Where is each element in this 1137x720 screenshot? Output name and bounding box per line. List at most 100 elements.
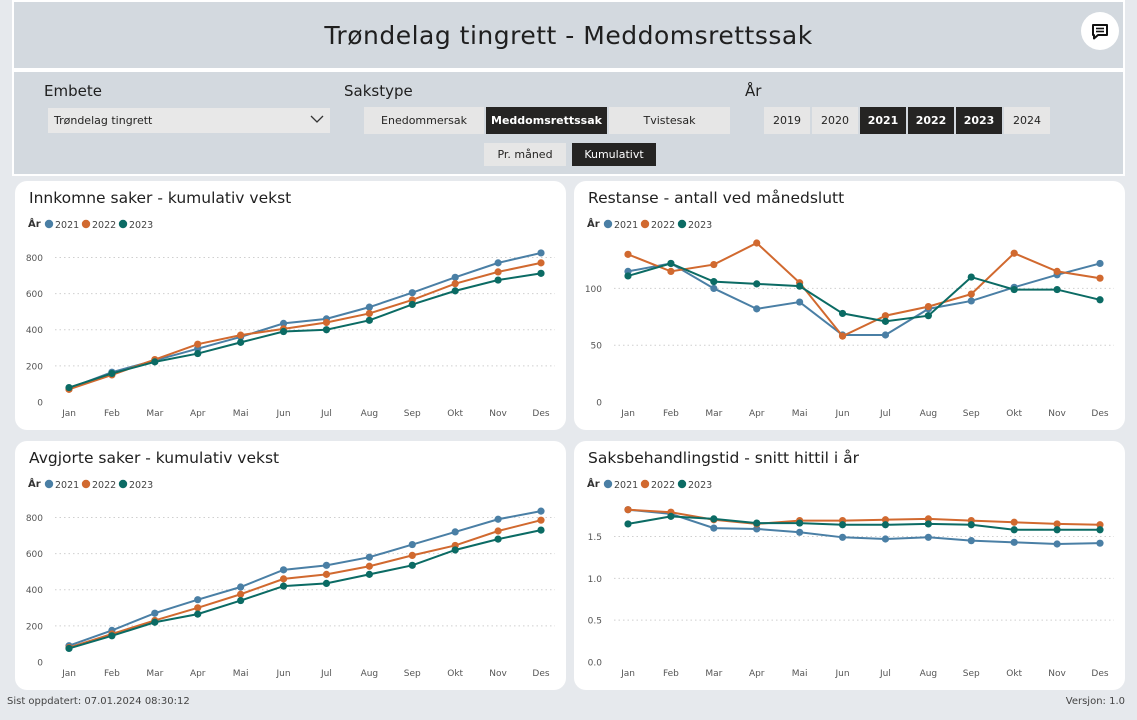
x-tick-label: Nov [489,669,507,679]
x-tick-label: Aug [920,409,938,419]
chart-title-avgjorte: Avgjorte saker - kumulativ vekst [29,449,280,467]
data-point-2023 [108,632,116,640]
data-point-2022 [451,280,459,288]
data-point-2023 [408,300,416,309]
x-tick-label: Apr [190,669,206,679]
x-tick-label: Feb [663,409,679,419]
chart-title-innkomne: Innkomne saker - kumulativ vekst [29,189,292,207]
data-point-2022 [924,515,932,523]
x-tick-label: Feb [104,409,120,419]
legend-marker-2022 [640,479,650,489]
data-point-2023 [537,269,545,277]
data-point-2023 [279,327,288,336]
data-point-2022 [537,259,545,267]
data-point-2021 [710,524,718,532]
x-tick-label: Nov [1048,409,1066,419]
x-tick-label: Apr [749,669,765,679]
year-2024-button[interactable]: 2024 [1004,107,1050,134]
data-point-2021 [408,289,416,297]
x-tick-label: Sep [404,409,421,419]
chart-card-innkomne: Innkomne saker - kumulativ vekst År 2021 2… [15,181,566,430]
year-2020-label: 2020 [821,114,849,127]
data-point-2022 [365,309,373,318]
x-tick-label: Des [532,669,549,679]
chart-card-avgjorte: Avgjorte saker - kumulativ vekst År 2021 2… [15,441,566,690]
page-title: Trøndelag tingrett - Meddomsrettssak [324,20,813,50]
mode-pr-maaned-button[interactable]: Pr. måned [484,143,566,166]
y-tick-label: 1.5 [588,533,602,543]
y-tick-label: 800 [26,514,43,524]
data-point-2022 [624,250,632,258]
x-tick-label: Sep [963,669,980,679]
data-point-2021 [279,319,288,328]
y-tick-label: 200 [26,622,43,632]
year-2023-button[interactable]: 2023 [956,107,1002,134]
year-2021-button[interactable]: 2021 [860,107,906,134]
chart-restanse: År 2021 2022 2023 0 50 100 Jan Feb Mar Apr Mai Jun Ju… [585,217,1114,419]
data-point-2022 [1053,267,1061,275]
data-point-2021 [365,303,373,311]
year-2019-label: 2019 [773,114,801,127]
chart-title-restanse: Restanse - antall ved månedslutt [588,189,845,207]
data-point-2023 [667,259,675,268]
x-tick-label: Nov [489,409,507,419]
x-tick-label: Mai [233,409,249,419]
x-tick-label: Aug [920,669,938,679]
x-tick-label: Des [532,409,549,419]
data-point-2021 [322,561,331,569]
data-point-2022 [838,332,847,340]
data-point-2023 [365,316,373,324]
data-point-2023 [838,309,847,318]
data-point-2022 [279,575,288,583]
legend-marker-2022 [640,219,650,229]
sakstype-tvistesak-button[interactable]: Tvistesak [609,107,730,134]
sakstype-meddomsrettssak-button[interactable]: Meddomsrettssak [486,107,607,134]
data-point-2021 [451,528,459,536]
data-point-2021 [494,515,502,523]
x-tick-label: Jan [61,669,76,679]
data-point-2021 [881,331,890,339]
y-tick-label: 400 [26,326,43,336]
sakstype-enedommersak-button[interactable]: Enedommersak [364,107,484,134]
legend-marker-2023 [677,479,687,489]
data-point-2022 [881,312,890,320]
data-point-2023 [710,515,718,523]
comment-icon [1092,23,1108,39]
data-point-2023 [408,561,416,569]
embete-dropdown[interactable]: Trøndelag tingrett [48,108,330,133]
data-point-2023 [151,358,159,366]
x-tick-label: Feb [104,669,120,679]
data-point-2021 [194,596,202,604]
mode-kumulativt-button[interactable]: Kumulativt [572,143,656,166]
year-2022-button[interactable]: 2022 [908,107,954,134]
series-line-2023 [627,515,1100,531]
series-line-2022 [627,241,1101,338]
x-tick-label: Mar [705,669,722,679]
series-line-2023 [68,272,542,389]
data-point-2023 [237,338,245,346]
legend-label-2022: 2022 [92,220,116,231]
series-line-2021 [68,251,542,390]
data-point-2023 [753,280,761,288]
year-2019-button[interactable]: 2019 [764,107,810,134]
year-2020-button[interactable]: 2020 [812,107,858,134]
x-tick-label: Mai [792,409,808,419]
comment-button[interactable] [1081,12,1119,50]
data-point-2022 [924,303,932,311]
chart-innkomne: År 2021 2022 2023 0 200 400 600 800 Jan Feb Mar Apr M… [26,217,555,419]
legend-label-2021: 2021 [614,480,638,491]
data-point-2022 [322,318,331,327]
y-tick-label: 200 [26,362,43,372]
x-tick-label: Aug [361,669,379,679]
data-point-2021 [838,533,847,541]
legend-title: År [28,477,41,490]
x-tick-label: Aug [361,409,379,419]
data-point-2023 [365,570,373,578]
data-point-2023 [65,383,73,392]
report-header: Trøndelag tingrett - Meddomsrettssak [12,0,1125,70]
data-point-2022 [237,590,245,598]
data-point-2021 [494,259,502,267]
x-tick-label: Apr [749,409,765,419]
data-point-2022 [322,570,331,578]
y-tick-label: 0 [37,399,43,409]
